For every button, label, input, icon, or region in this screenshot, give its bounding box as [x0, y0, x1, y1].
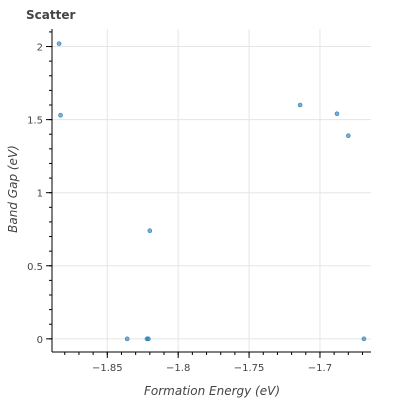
y-axis-label: Band Gap (eV)	[6, 145, 20, 233]
grid	[52, 29, 371, 352]
data-point	[56, 41, 62, 46]
x-tick-label: −1.7	[308, 363, 332, 374]
data-point	[124, 336, 130, 342]
data-point	[146, 336, 151, 342]
y-tick-label: 1.5	[27, 116, 43, 127]
x-tick-label: −1.8	[166, 363, 190, 374]
data-point	[297, 102, 303, 108]
data-point	[147, 228, 153, 233]
y-tick-label: 0.5	[27, 262, 43, 273]
x-tick-label: −1.85	[92, 363, 123, 374]
y-tick-label: 2	[37, 43, 43, 54]
data-point	[334, 111, 340, 117]
x-tick-label: −1.75	[234, 363, 265, 374]
data-point	[361, 336, 367, 342]
x-axis-label: Formation Energy (eV)	[144, 384, 280, 398]
data-point	[58, 112, 63, 118]
chart-title: Scatter	[26, 8, 75, 22]
y-tick-label: 0	[37, 335, 43, 346]
data-points	[56, 41, 367, 342]
y-tick-label: 1	[37, 189, 43, 200]
data-point	[346, 133, 351, 138]
axes: −1.85 −1.8 −1.75 −1.7 0 0.5 1 1.5 2	[27, 29, 371, 374]
